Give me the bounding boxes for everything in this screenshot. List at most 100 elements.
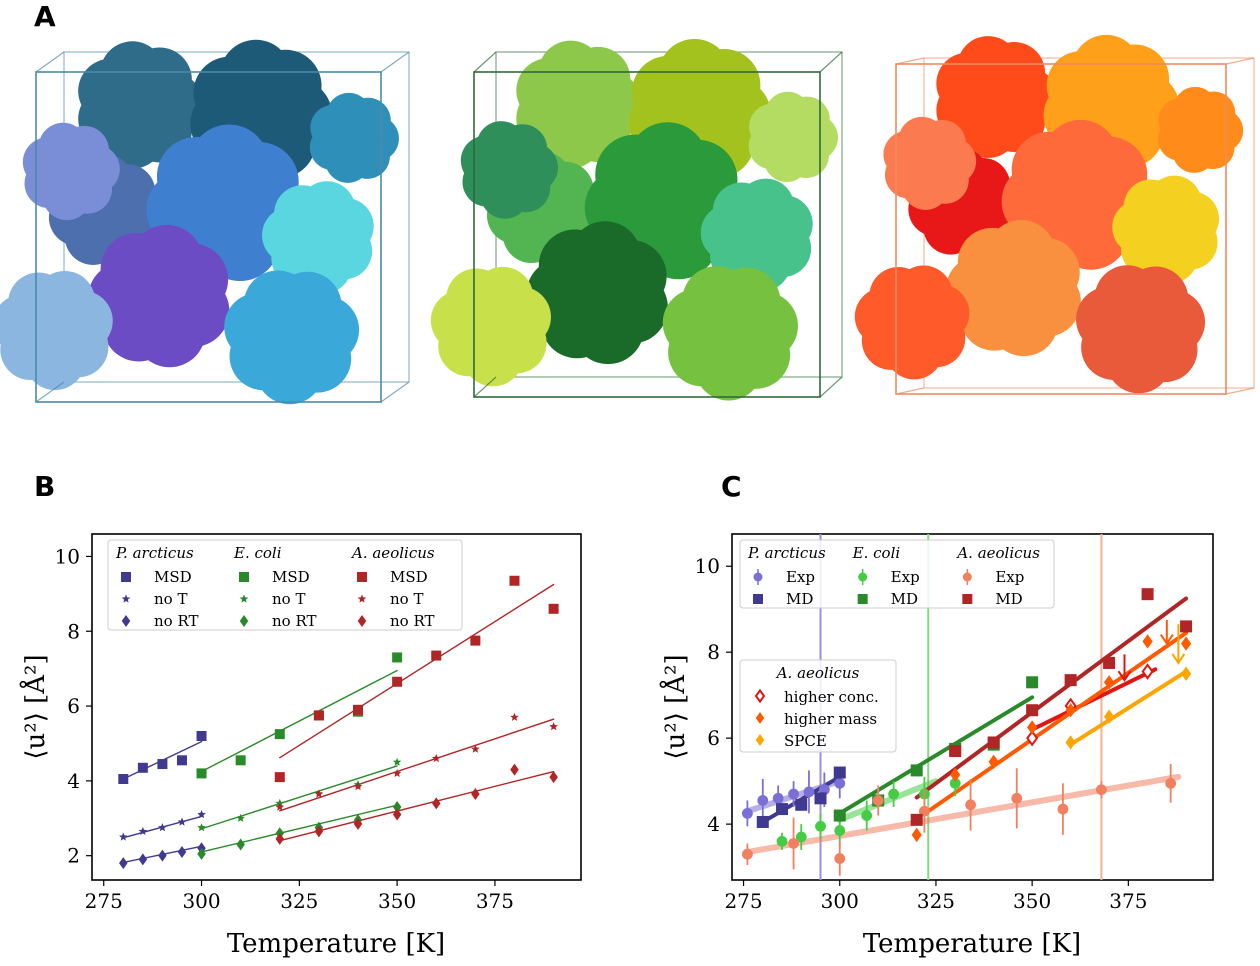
chart-b-point-p-arcticus-no-t <box>197 810 206 819</box>
legend-entry-label: Exp <box>995 568 1024 586</box>
chart-c-point-p-arcticus-exp <box>788 788 799 800</box>
chart-c-point-p-arcticus-exp <box>757 795 769 806</box>
protein-blob <box>1001 119 1152 270</box>
protein-blob <box>22 122 120 221</box>
protein-box-ecoli <box>430 38 843 401</box>
chart-b-point-a-aeolicus-no-t <box>432 753 441 763</box>
legend-marker <box>753 572 763 582</box>
chart-c-xtick-label: 375 <box>1109 889 1147 913</box>
box-front-edge <box>35 71 382 403</box>
protein-blob <box>700 178 813 292</box>
legend-entry-label: MD <box>995 590 1022 608</box>
chart-c-point-a-aeolicus-higher-mass <box>1180 636 1192 651</box>
protein-blob <box>88 224 230 368</box>
chart-c-xtick-label: 275 <box>724 889 762 913</box>
chart-c-point-e-coli-exp <box>776 835 788 847</box>
legend-marker <box>121 594 131 603</box>
chart-b-point-a-aeolicus-no-t <box>549 722 558 731</box>
legend-entry-label: MD <box>891 590 918 608</box>
chart-c-point-p-arcticus-md <box>814 792 827 805</box>
legend-entry-label: no RT <box>154 612 199 630</box>
legend-marker <box>357 594 367 603</box>
chart-b-ytick-label: 10 <box>55 544 80 568</box>
chart-b-point-e-coli-msd <box>392 652 403 663</box>
chart-c: Temperature [K] ⟨u²⟩ [Å²] 275 300 325 350 37… <box>659 533 1214 959</box>
protein-blob <box>662 266 798 401</box>
chart-b-point-a-aeolicus-no-rt <box>314 825 324 838</box>
chart-b-point-p-arcticus-no-rt <box>158 849 167 862</box>
chart-b-point-e-coli-msd <box>274 729 285 740</box>
chart-c-fit-a-aeolicus-md <box>914 596 1189 800</box>
chart-b-point-e-coli-no-t <box>236 813 245 822</box>
legend-entry-label: MSD <box>272 568 310 586</box>
panel-label-b: B <box>34 470 55 503</box>
chart-c-shift-arrow <box>1159 619 1174 646</box>
chart-c-point-a-aeolicus-higher-conc <box>1026 729 1039 747</box>
legend-entry-label: no T <box>272 590 305 608</box>
legend-entry-label: no T <box>154 590 187 608</box>
chart-c-point-a-aeolicus-higher-mass <box>988 754 999 770</box>
legend-marker <box>857 594 868 604</box>
chart-b-point-a-aeolicus-msd <box>353 704 364 715</box>
chart-b-xtick-label: 325 <box>280 889 318 913</box>
protein-blob <box>262 181 374 294</box>
chart-c-point-a-aeolicus-md <box>1103 656 1116 669</box>
legend-entry-label: no RT <box>272 612 317 630</box>
chart-c-point-a-aeolicus-md <box>987 736 1000 749</box>
chart-c-point-e-coli-exp <box>815 820 826 832</box>
chart-c-point-a-aeolicus-md <box>1141 588 1154 601</box>
chart-c-point-a-aeolicus-higher-mass <box>950 767 961 782</box>
protein-blob <box>945 220 1081 357</box>
legend-marker <box>239 594 249 603</box>
legend-marker <box>121 572 131 582</box>
legend-species-title: P. arcticus <box>115 544 194 562</box>
chart-c-point-e-coli-exp <box>795 831 807 843</box>
chart-c-shift-arrow <box>1117 654 1132 682</box>
protein-blob <box>748 91 838 182</box>
chart-c-point-a-aeolicus-exp <box>872 795 884 806</box>
chart-b-point-a-aeolicus-msd <box>431 650 442 661</box>
chart-c-point-a-aeolicus-higher-mass <box>911 827 922 843</box>
legend-marker <box>962 572 972 582</box>
chart-c-xlabel: Temperature [K] <box>863 929 1081 959</box>
protein-blob <box>0 270 113 391</box>
chart-c-point-a-aeolicus-spce <box>1104 709 1115 724</box>
chart-b-point-a-aeolicus-no-rt <box>549 771 558 784</box>
chart-b-point-p-arcticus-no-t <box>177 817 187 826</box>
legend2-entry-label: higher mass <box>784 710 877 728</box>
legend-marker <box>357 615 367 627</box>
chart-b-xtick-label: 275 <box>85 889 123 913</box>
protein-blob <box>1076 265 1206 394</box>
chart-b-point-a-aeolicus-no-rt <box>510 763 519 776</box>
chart-b-fit-a-aeolicus-no-t <box>279 718 555 812</box>
chart-b-xtick-label: 300 <box>182 889 220 913</box>
chart-c-ytick-label: 8 <box>707 640 720 664</box>
chart-b-ytick-label: 4 <box>67 769 80 793</box>
chart-c-fit-e-coli-exp <box>836 778 939 823</box>
chart-c-point-a-aeolicus-exp <box>788 838 799 849</box>
chart-b-fit-a-aeolicus-no-rt <box>279 770 555 842</box>
chart-c-fit-a-aeolicus-spce <box>1068 669 1189 747</box>
chart-b-ytick-label: 6 <box>67 694 80 718</box>
chart-b-point-p-arcticus-msd <box>157 759 168 770</box>
chart-b-point-e-coli-no-rt <box>197 847 206 860</box>
chart-b-point-p-arcticus-msd <box>137 762 148 773</box>
chart-c-point-p-arcticus-exp <box>741 807 753 819</box>
chart-b-point-a-aeolicus-no-rt <box>392 808 402 821</box>
protein-box-aaeolicus <box>854 34 1255 395</box>
protein-blob <box>854 265 970 380</box>
chart-b-point-a-aeolicus-msd <box>470 635 481 646</box>
protein-blob <box>460 121 559 219</box>
chart-b-point-e-coli-no-t <box>197 823 206 832</box>
legend-entry-label: Exp <box>786 568 815 586</box>
legend-species-title: A. aeolicus <box>350 544 435 562</box>
chart-b-point-a-aeolicus-msd <box>548 603 559 614</box>
protein-blob <box>883 116 977 210</box>
chart-b-point-p-arcticus-msd <box>118 774 129 785</box>
legend-frame <box>739 539 1055 609</box>
chart-b-point-e-coli-msd <box>235 755 246 766</box>
chart-c-point-a-aeolicus-exp <box>1165 777 1177 789</box>
chart-c-point-a-aeolicus-exp <box>1057 803 1069 815</box>
protein-blob <box>309 92 399 183</box>
chart-b-ytick-label: 2 <box>67 844 80 868</box>
